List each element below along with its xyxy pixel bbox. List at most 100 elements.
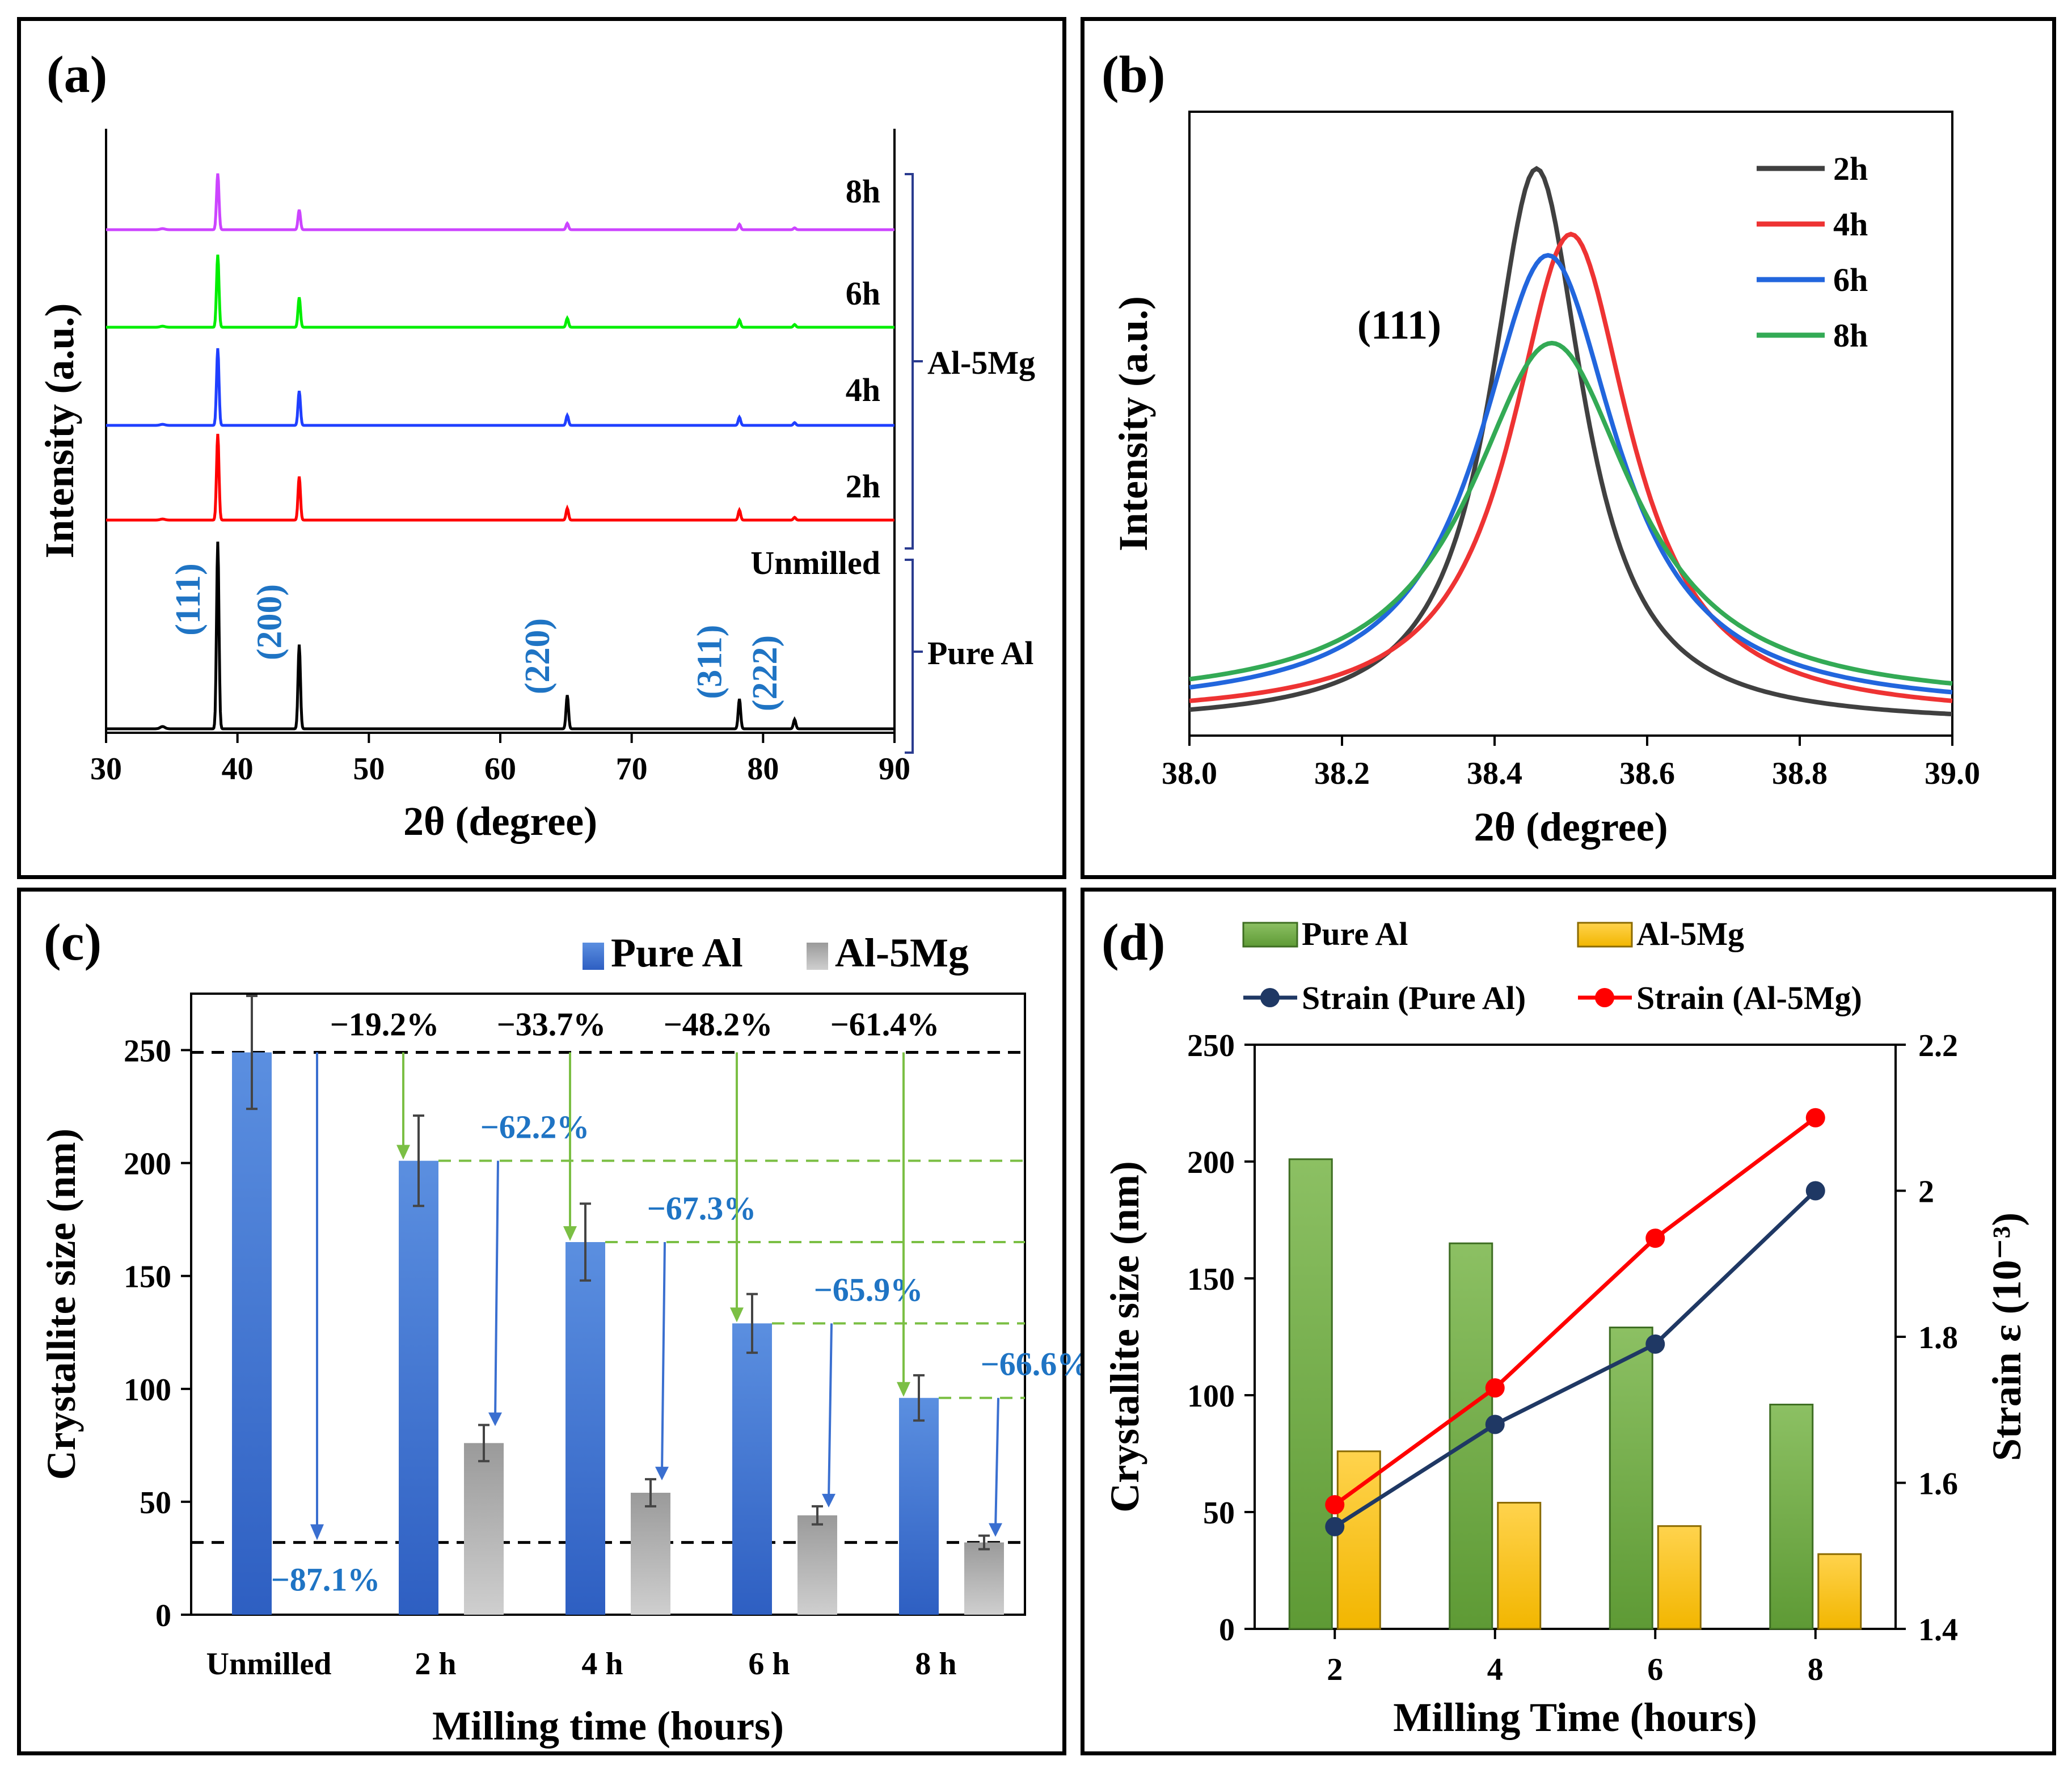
x-tick-label: 4 [1487,1652,1503,1687]
strain-point [1645,1228,1665,1248]
x-tick-label: 39.0 [1925,756,1980,791]
y-tick-label: 100 [124,1373,171,1408]
x-tick-label: 4 h [581,1646,623,1682]
panel-b: (b) 38.0 38.2 38.4 38.6 38.8 39.0 2θ (degree) In… [1081,17,2056,879]
bar-al5mg [964,1542,1004,1615]
xrd-111-peak-chart: (b) 38.0 38.2 38.4 38.6 38.8 39.0 2θ (degree) In… [1102,45,1980,850]
y-tick-label: 200 [1187,1145,1235,1180]
y-axis-title: Crystallite size (nm) [39,1129,84,1480]
mg-reduction-label: −62.2% [480,1109,590,1146]
strain-line [1333,1116,1817,1506]
arrowhead-green [730,1307,744,1323]
panel-label: (b) [1102,45,1165,103]
arrowhead-blue [822,1493,835,1508]
reduction-label: −48.2% [664,1006,773,1043]
legend-swatch-pure-al [583,943,604,970]
arrow-blue [994,1397,999,1530]
bracket-al5mg [905,173,914,550]
legend-label: 8h [1833,317,1868,354]
bar-pure-al [1769,1403,1814,1630]
x-axis-title: 2θ (degree) [1474,804,1668,850]
series-line-4h [1189,231,1953,703]
x-tick-label: 6 h [748,1646,790,1682]
y-tick-label: 250 [124,1034,171,1069]
x-tick-label: 6 [1647,1652,1663,1687]
y-tick-label: 50 [140,1485,171,1521]
panel-a: (a) 30 40 50 60 70 80 90 2θ (degree) Intensity (a… [17,17,1066,879]
y2-axis-title: Strain ε (10⁻³) [1984,1213,2029,1461]
x-tick-label: 38.4 [1467,756,1522,791]
bar-al5mg [464,1443,504,1615]
legend-label-pure-al: Pure Al [611,930,743,976]
x-tick-label: 70 [616,751,648,787]
y-tick-label: 0 [1219,1612,1235,1648]
legend-label-pure-al: Pure Al [1302,915,1408,952]
bar-pure-al [1609,1327,1653,1630]
bar-pure-al [399,1160,438,1615]
x-tick-label: 50 [353,751,385,787]
x-tick-label: 38.0 [1162,756,1217,791]
x-tick-label: 30 [90,751,122,787]
miller-index-label: (220) [518,618,557,694]
plot-frame [1188,111,1953,737]
panel-label: (d) [1102,913,1165,971]
bar-pure-al [1288,1158,1333,1630]
xrd-pattern-chart: (a) 30 40 50 60 70 80 90 2θ (degree) Intensity (a… [37,45,1035,844]
bar-pure-al [232,1052,272,1615]
x-tick-label: 38.2 [1314,756,1370,791]
strain-point [1485,1378,1505,1398]
series-line-6h [1189,252,1953,695]
x-tick-label: 2 h [415,1646,456,1682]
mg-reduction-label: −67.3% [647,1190,757,1227]
legend-marker [1595,988,1614,1007]
legend-label: 2h [1833,150,1868,187]
legend-swatch-al5mg [1577,922,1633,948]
series-label: 2h [846,468,880,505]
series-label: 8h [846,173,880,210]
y-axis-title: Crystallite size (nm) [1102,1161,1147,1513]
x-tick-label: 80 [747,751,779,787]
x-tick-label: 8 [1808,1652,1824,1687]
arrow-blue [828,1323,833,1501]
arrowhead-total [310,1524,324,1540]
series-line-6h [106,254,894,329]
strain-point [1485,1414,1505,1434]
strain-point [1325,1495,1345,1515]
y-tick-label: 200 [124,1147,171,1182]
bar-al5mg [797,1515,837,1615]
x-tick-label: 2 [1327,1652,1343,1687]
y-axis-title: Intensity (a.u.) [1111,296,1156,551]
x-tick-label: 38.6 [1619,756,1675,791]
reduction-label: −61.4% [830,1006,940,1043]
y2-tick-label: 2.2 [1918,1028,1958,1063]
strain-point [1325,1517,1345,1536]
legend-swatch-al5mg [807,943,828,970]
bar-pure-al [1449,1242,1493,1630]
x-tick-label: 38.8 [1772,756,1828,791]
x-axis-title: Milling time (hours) [432,1703,784,1749]
x-tick-label: 90 [879,751,910,787]
y-axis-title: Intensity (a.u.) [37,303,82,558]
bar-al5mg [1336,1450,1381,1630]
bar-al5mg [1497,1502,1542,1630]
arrowhead-green [563,1226,577,1241]
legend-label-strain-al5mg: Strain (Al-5Mg) [1636,979,1862,1016]
series-line-4h [106,348,894,427]
arrowhead-green [396,1145,410,1160]
bar-al5mg [631,1492,670,1615]
series-line-2h [106,433,894,522]
series-label: 4h [846,371,880,408]
x-tick-label: 8 h [915,1646,956,1682]
strain-point [1805,1181,1825,1201]
legend-label-strain-pure-al: Strain (Pure Al) [1302,979,1526,1016]
x-tick-label: 40 [222,751,254,787]
y-tick-label: 250 [1187,1028,1235,1063]
legend-marker [1260,988,1280,1007]
x-tick-label: 60 [484,751,516,787]
x-tick-label: Unmilled [206,1646,332,1682]
legend-label: 4h [1833,206,1868,243]
legend-swatch-pure-al [1242,922,1298,948]
series-line-8h [1189,340,1953,686]
y-tick-label: 0 [155,1598,171,1633]
total-reduction-label: −87.1% [271,1561,381,1598]
